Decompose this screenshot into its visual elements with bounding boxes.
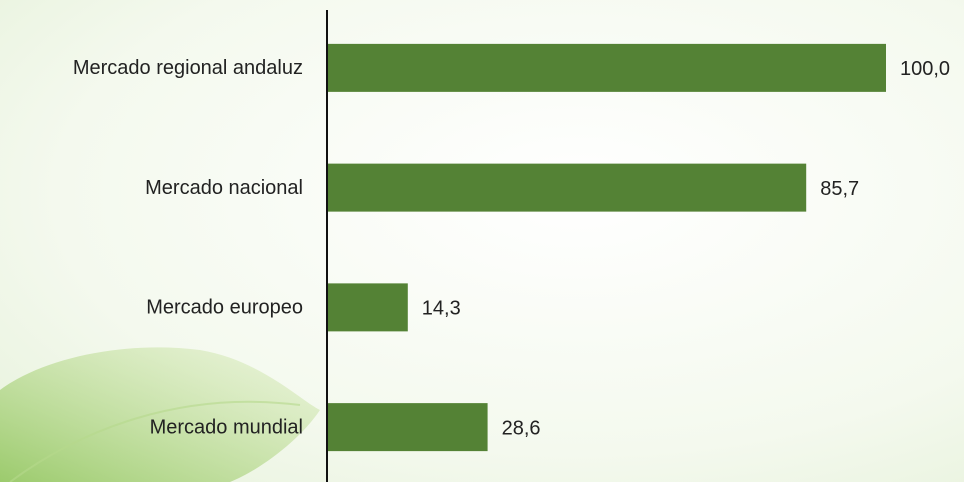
leaf-decoration [0, 347, 320, 482]
bar [328, 163, 807, 212]
bar [328, 43, 886, 92]
category-label: Mercado mundial [150, 416, 303, 438]
category-label: Mercado europeo [146, 297, 303, 319]
leaf-vein [9, 400, 301, 482]
value-label: 28,6 [502, 417, 541, 439]
category-label: Mercado regional andaluz [73, 57, 303, 79]
bar [328, 283, 408, 332]
value-label: 85,7 [820, 178, 859, 200]
category-label: Mercado nacional [145, 177, 303, 199]
value-label: 14,3 [422, 298, 461, 320]
bar [328, 403, 488, 452]
value-label: 100,0 [900, 58, 950, 80]
